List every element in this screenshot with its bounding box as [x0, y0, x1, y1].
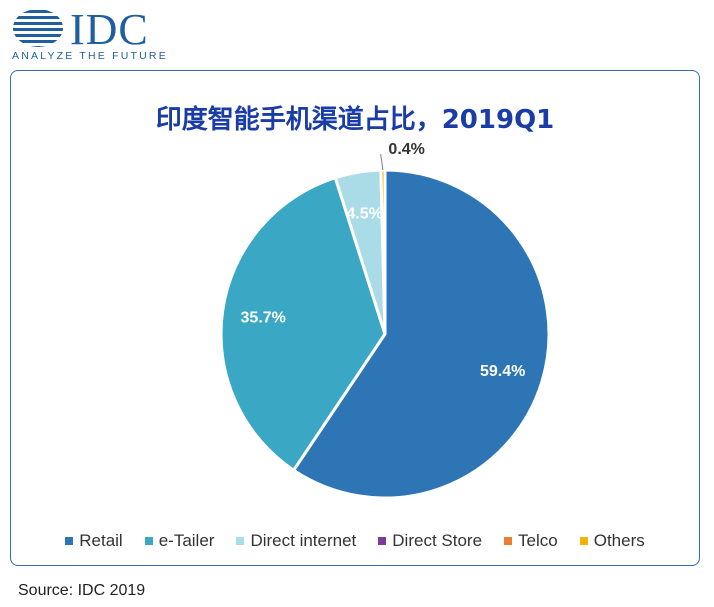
- chart-title: 印度智能手机渠道占比，2019Q1: [155, 105, 555, 135]
- legend-label: e-Tailer: [158, 531, 215, 550]
- legend-item-telco: Telco: [504, 531, 558, 551]
- legend-label: Direct Store: [392, 531, 483, 550]
- logo-wordmark: IDC: [70, 5, 149, 54]
- legend-label: Telco: [518, 531, 558, 550]
- legend: Retail e-Tailer Direct internet Direct Stor…: [11, 531, 699, 551]
- legend-swatch: [504, 537, 513, 545]
- legend-swatch: [236, 537, 245, 545]
- pie-slice-retail: [291, 168, 551, 500]
- legend-swatch: [378, 537, 387, 545]
- legend-item-direct-internet: Direct internet: [236, 531, 356, 551]
- legend-label: Retail: [79, 531, 123, 550]
- data-label-e-tailer: 35.7%: [241, 310, 286, 327]
- legend-item-e-tailer: e-Tailer: [144, 531, 215, 551]
- chart-panel: 印度智能手机渠道占比，2019Q1 59.4% 35.7% 4.5% 0.4% Ret…: [10, 70, 700, 566]
- pie-chart: 59.4% 35.7% 4.5% 0.4%: [219, 141, 551, 500]
- source-note: Source: IDC 2019: [18, 582, 146, 599]
- data-label-direct-internet: 4.5%: [346, 206, 382, 223]
- legend-swatch: [65, 537, 74, 545]
- idc-logo: IDC ANALYZE THE FUTURE: [10, 5, 180, 66]
- legend-swatch: [144, 537, 153, 545]
- data-label-retail: 59.4%: [480, 363, 525, 380]
- leader-line-others: [380, 153, 384, 171]
- logo-tagline: ANALYZE THE FUTURE: [12, 50, 168, 62]
- legend-swatch: [579, 537, 588, 545]
- legend-item-others: Others: [579, 531, 645, 551]
- legend-label: Others: [593, 531, 645, 550]
- legend-label: Direct internet: [250, 531, 357, 550]
- globe-icon: [13, 10, 63, 47]
- pie-slice-others: [379, 168, 387, 335]
- pie-slice-e-tailer: [219, 175, 387, 473]
- legend-item-retail: Retail: [65, 531, 123, 551]
- legend-item-direct-store: Direct Store: [378, 531, 482, 551]
- data-label-others: 0.4%: [388, 141, 424, 158]
